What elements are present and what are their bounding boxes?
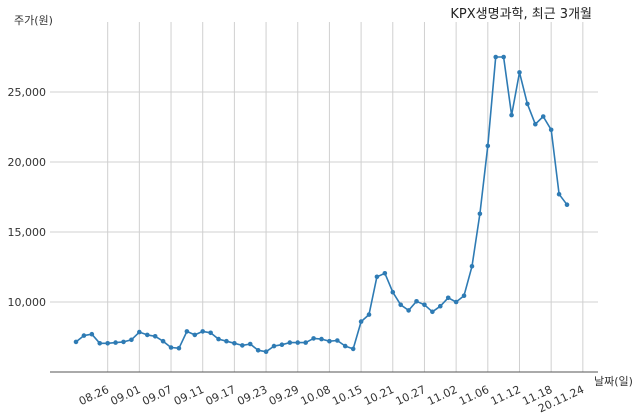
x-tick-label: 10.27 (394, 383, 428, 408)
x-tick-label: 09.01 (109, 383, 143, 408)
data-point (271, 343, 277, 349)
data-point (160, 338, 166, 344)
data-point (192, 332, 198, 338)
data-point (556, 191, 562, 197)
x-tick-label: 09.11 (172, 383, 206, 408)
data-point (374, 274, 380, 280)
data-point (453, 299, 459, 305)
data-point (398, 302, 403, 308)
data-point (129, 337, 134, 343)
data-point (295, 340, 301, 345)
data-point (469, 264, 475, 269)
x-tick-label: 11.06 (457, 383, 491, 408)
data-point (200, 329, 206, 334)
data-point (184, 329, 190, 334)
data-point (232, 341, 237, 346)
data-point (342, 343, 348, 349)
data-point (208, 330, 213, 336)
series (73, 54, 570, 355)
data-point (335, 338, 340, 343)
data-point (422, 302, 427, 308)
grid (50, 22, 598, 372)
data-point (105, 341, 110, 346)
data-point (548, 127, 554, 133)
data-point (350, 346, 356, 352)
data-point (533, 121, 538, 127)
y-tick-label: 15,000 (8, 226, 47, 239)
data-point (287, 340, 293, 345)
data-point (540, 114, 546, 119)
data-point (382, 271, 388, 276)
y-tick-label: 10,000 (8, 296, 47, 309)
x-tick-label: 10.08 (299, 383, 333, 408)
data-point (279, 342, 285, 348)
data-point (89, 331, 95, 337)
x-tick-label: 10.15 (330, 383, 364, 408)
data-point (461, 293, 467, 299)
data-point (517, 70, 522, 75)
data-point (445, 295, 451, 301)
x-tick-label: 09.17 (204, 383, 238, 408)
data-point (168, 345, 174, 350)
data-point (216, 336, 221, 342)
data-point (366, 312, 372, 317)
data-point (319, 336, 324, 342)
data-point (430, 309, 435, 315)
data-point (224, 338, 229, 344)
data-point (311, 336, 316, 341)
data-point (152, 334, 158, 339)
data-point (247, 341, 253, 347)
data-point (73, 339, 79, 345)
data-point (525, 101, 530, 107)
x-tick-label: 10.21 (362, 383, 396, 408)
y-tick-label: 25,000 (8, 86, 47, 99)
x-tick-label: 08.26 (77, 383, 111, 408)
x-tick-label: 09.29 (267, 383, 301, 408)
data-point (240, 343, 245, 348)
data-point (485, 143, 491, 149)
data-point (176, 345, 182, 351)
data-point (144, 332, 150, 338)
data-point (414, 299, 419, 304)
data-point (137, 329, 142, 335)
chart-title: KPX생명과학, 최근 3개월 (450, 7, 592, 22)
data-point (81, 333, 87, 338)
data-point (97, 341, 103, 346)
x-tick-label: 09.07 (140, 383, 174, 408)
data-point (113, 340, 118, 345)
data-point (477, 211, 483, 217)
data-point (358, 319, 364, 324)
data-point (327, 338, 332, 344)
data-point (437, 303, 443, 309)
data-point (390, 289, 396, 295)
data-point (121, 339, 126, 345)
x-axis-label: 날짜(일) (594, 374, 633, 388)
data-point (509, 112, 514, 118)
series-line (75, 56, 568, 353)
y-tick-label: 20,000 (8, 156, 47, 169)
data-point (564, 202, 570, 207)
data-point (263, 349, 269, 355)
tick-labels: 10,00015,00020,00025,00008.2609.0109.070… (8, 86, 587, 414)
data-point (501, 54, 506, 60)
data-point (493, 54, 499, 60)
data-point (303, 340, 308, 345)
data-point (255, 348, 261, 353)
y-axis-label: 주가(원) (14, 14, 53, 27)
x-tick-label: 11.02 (425, 383, 459, 408)
x-tick-label: 09.23 (235, 383, 269, 408)
data-point (406, 308, 411, 313)
x-tick-label: 11.12 (489, 383, 523, 408)
